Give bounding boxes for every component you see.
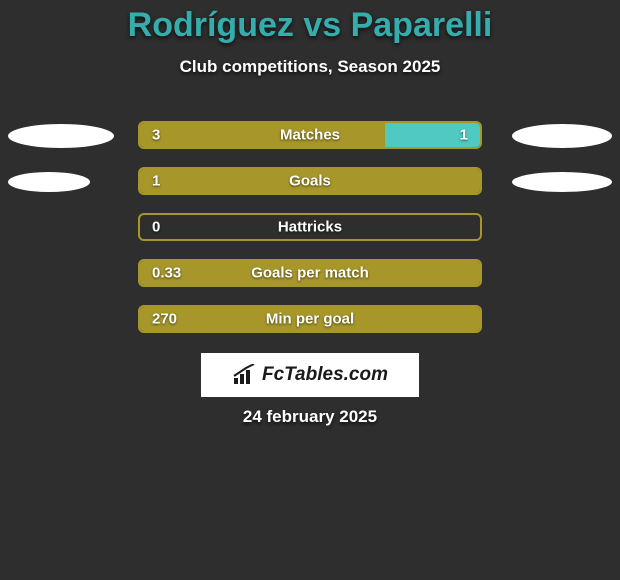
bar-track: 270Min per goal (138, 305, 482, 333)
brand-box: FcTables.com (201, 353, 419, 397)
chart-icon (232, 364, 258, 386)
bar-track: 0Hattricks (138, 213, 482, 241)
bar-track: 1Goals (138, 167, 482, 195)
left-marker (8, 172, 90, 192)
bar-label: Goals per match (140, 265, 480, 282)
stat-row: 1Goals (0, 167, 620, 197)
bar-label: Min per goal (140, 311, 480, 328)
page-title: Rodríguez vs Paparelli (0, 6, 620, 45)
bar-track: 31Matches (138, 121, 482, 149)
stat-row: 0.33Goals per match (0, 259, 620, 289)
brand-text: FcTables.com (262, 364, 388, 386)
stat-row: 31Matches (0, 121, 620, 151)
left-marker (8, 124, 114, 148)
date-label: 24 february 2025 (0, 407, 620, 427)
subtitle: Club competitions, Season 2025 (0, 57, 620, 77)
right-marker (512, 172, 612, 192)
bar-label: Hattricks (140, 219, 480, 236)
right-marker (512, 124, 612, 148)
stats-rows: 31Matches 1Goals 0Hattricks 0.33Goals per m… (0, 121, 620, 335)
stat-row: 0Hattricks (0, 213, 620, 243)
bar-label: Matches (140, 127, 480, 144)
bar-track: 0.33Goals per match (138, 259, 482, 287)
bar-label: Goals (140, 173, 480, 190)
stat-row: 270Min per goal (0, 305, 620, 335)
